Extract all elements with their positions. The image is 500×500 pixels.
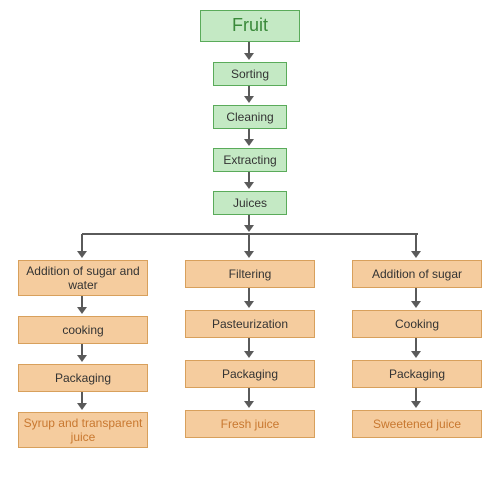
flow-node-addsugar: Addition of sugar (352, 260, 482, 288)
arrowhead-icon (411, 251, 421, 258)
flow-node-packaging3: Packaging (352, 360, 482, 388)
arrowhead-icon (244, 182, 254, 189)
flow-node-fruit: Fruit (200, 10, 300, 42)
flow-node-filtering: Filtering (185, 260, 315, 288)
arrowhead-icon (77, 403, 87, 410)
arrowhead-icon (244, 401, 254, 408)
node-label: Packaging (55, 371, 111, 385)
flow-node-packaging1: Packaging (18, 364, 148, 392)
flow-node-extracting: Extracting (213, 148, 287, 172)
node-label: cooking (62, 323, 103, 337)
flow-node-cleaning: Cleaning (213, 105, 287, 129)
node-label: Packaging (222, 367, 278, 381)
node-label: Sweetened juice (373, 417, 461, 431)
node-label: Juices (233, 196, 267, 210)
flow-node-packaging2: Packaging (185, 360, 315, 388)
node-label: Cleaning (226, 110, 273, 124)
arrowhead-icon (411, 351, 421, 358)
arrowhead-icon (411, 401, 421, 408)
arrowhead-icon (77, 355, 87, 362)
arrowhead-icon (244, 301, 254, 308)
flow-node-juices: Juices (213, 191, 287, 215)
node-label: Extracting (223, 153, 276, 167)
node-label: Sorting (231, 67, 269, 81)
flow-node-fresh: Fresh juice (185, 410, 315, 438)
flow-node-addsugarwater: Addition of sugar and water (18, 260, 148, 296)
arrowhead-icon (244, 139, 254, 146)
arrowhead-icon (411, 301, 421, 308)
node-label: Syrup and transparent juice (23, 416, 143, 445)
flow-node-cooking2: Cooking (352, 310, 482, 338)
node-label: Addition of sugar and water (23, 264, 143, 293)
flow-node-syrup: Syrup and transparent juice (18, 412, 148, 448)
flow-node-sweet: Sweetened juice (352, 410, 482, 438)
arrowhead-icon (77, 251, 87, 258)
node-label: Addition of sugar (372, 267, 462, 281)
arrowhead-icon (244, 251, 254, 258)
arrowhead-icon (244, 96, 254, 103)
node-label: Fruit (232, 15, 268, 37)
arrowhead-icon (77, 307, 87, 314)
flow-node-pasteur: Pasteurization (185, 310, 315, 338)
connector-line (82, 233, 418, 235)
flow-node-sorting: Sorting (213, 62, 287, 86)
arrowhead-icon (244, 225, 254, 232)
node-label: Cooking (395, 317, 439, 331)
node-label: Packaging (389, 367, 445, 381)
node-label: Pasteurization (212, 317, 288, 331)
flow-node-cooking1: cooking (18, 316, 148, 344)
node-label: Filtering (229, 267, 272, 281)
arrowhead-icon (244, 53, 254, 60)
node-label: Fresh juice (221, 417, 280, 431)
arrowhead-icon (244, 351, 254, 358)
